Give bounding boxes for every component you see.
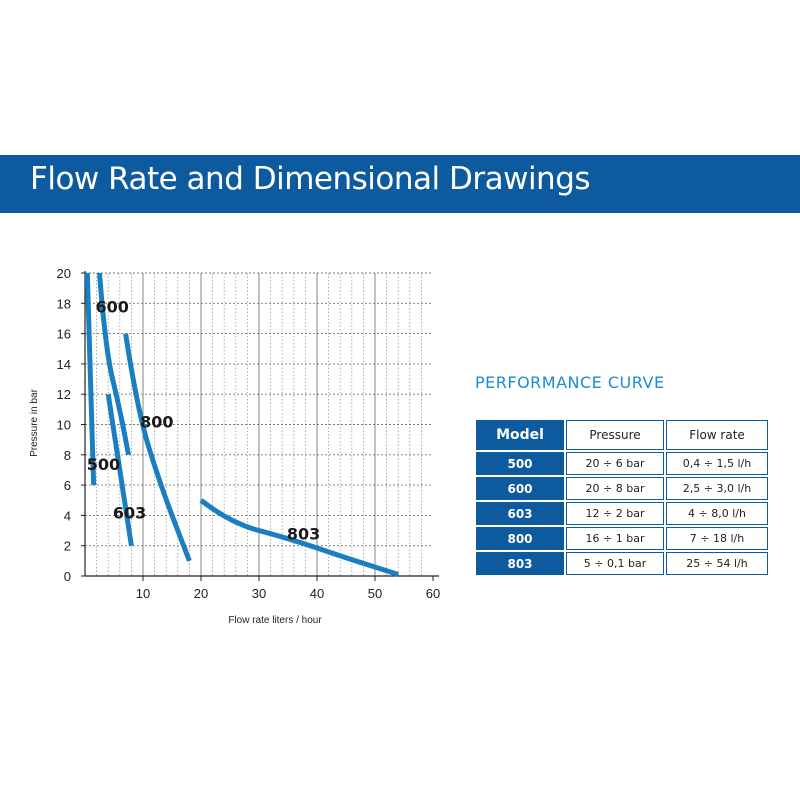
series-line-800	[123, 333, 192, 562]
model-cell: 800	[476, 527, 564, 550]
chart-series-labels: 500 600 603 800 803	[87, 297, 321, 543]
x-tick-label: 30	[252, 586, 266, 601]
x-tick-label: 10	[136, 586, 150, 601]
y-tick-label: 6	[64, 478, 71, 493]
column-header-flow-rate: Flow rate	[666, 420, 768, 450]
pressure-cell: 20 ÷ 6 bar	[566, 452, 664, 475]
y-tick-label: 0	[64, 569, 71, 584]
table-row: 500 20 ÷ 6 bar 0,4 ÷ 1,5 l/h	[476, 452, 768, 475]
table-row: 600 20 ÷ 8 bar 2,5 ÷ 3,0 l/h	[476, 477, 768, 500]
x-tick-label: 50	[368, 586, 382, 601]
series-line-603	[105, 393, 134, 547]
y-tick-label: 10	[57, 418, 71, 433]
table-row: 603 12 ÷ 2 bar 4 ÷ 8,0 l/h	[476, 502, 768, 525]
performance-curve-title: PERFORMANCE CURVE	[475, 373, 665, 392]
pressure-cell: 12 ÷ 2 bar	[566, 502, 664, 525]
series-line-600	[97, 272, 131, 456]
model-cell: 600	[476, 477, 564, 500]
model-cell: 603	[476, 502, 564, 525]
series-label-600: 600	[95, 297, 128, 316]
title-banner: Flow Rate and Dimensional Drawings	[0, 155, 800, 213]
pressure-cell: 5 ÷ 0,1 bar	[566, 552, 664, 575]
y-tick-label: 16	[57, 327, 71, 342]
pressure-cell: 16 ÷ 1 bar	[566, 527, 664, 550]
flow-rate-cell: 4 ÷ 8,0 l/h	[666, 502, 768, 525]
series-label-803: 803	[287, 525, 320, 544]
x-axis-label: Flow rate liters / hour	[228, 615, 322, 626]
y-tick-label: 8	[64, 448, 71, 463]
y-axis-label: Pressure in bar	[29, 388, 40, 456]
series-line-500	[84, 272, 97, 486]
x-tick-label: 40	[310, 586, 324, 601]
column-header-model: Model	[476, 420, 564, 450]
table-row: 800 16 ÷ 1 bar 7 ÷ 18 l/h	[476, 527, 768, 550]
performance-table: Model Pressure Flow rate 500 20 ÷ 6 bar …	[474, 418, 770, 577]
y-tick-label: 4	[64, 508, 71, 523]
flow-rate-cell: 0,4 ÷ 1,5 l/h	[666, 452, 768, 475]
y-tick-label: 12	[57, 387, 71, 402]
chart-series	[84, 272, 399, 577]
page-title: Flow Rate and Dimensional Drawings	[30, 161, 591, 197]
series-label-800: 800	[140, 413, 173, 432]
flow-rate-cell: 7 ÷ 18 l/h	[666, 527, 768, 550]
flow-rate-cell: 25 ÷ 54 l/h	[666, 552, 768, 575]
pressure-cell: 20 ÷ 8 bar	[566, 477, 664, 500]
x-tick-label: 60	[426, 586, 440, 601]
series-line-803	[199, 498, 399, 577]
chart-grid	[85, 272, 433, 576]
column-header-pressure: Pressure	[566, 420, 664, 450]
y-tick-label: 2	[64, 539, 71, 554]
series-label-500: 500	[87, 455, 120, 474]
model-cell: 803	[476, 552, 564, 575]
table-header-row: Model Pressure Flow rate	[476, 420, 768, 450]
x-tick-label: 20	[194, 586, 208, 601]
model-cell: 500	[476, 452, 564, 475]
table-row: 803 5 ÷ 0,1 bar 25 ÷ 54 l/h	[476, 552, 768, 575]
chart-axes: 0 2 4 6 8 10 12 14 16 18 20 10 20 30 40 50 60	[57, 266, 441, 601]
y-tick-label: 14	[57, 357, 71, 372]
y-tick-label: 20	[57, 266, 71, 281]
flow-rate-cell: 2,5 ÷ 3,0 l/h	[666, 477, 768, 500]
series-label-603: 603	[113, 503, 146, 522]
y-tick-label: 18	[57, 296, 71, 311]
